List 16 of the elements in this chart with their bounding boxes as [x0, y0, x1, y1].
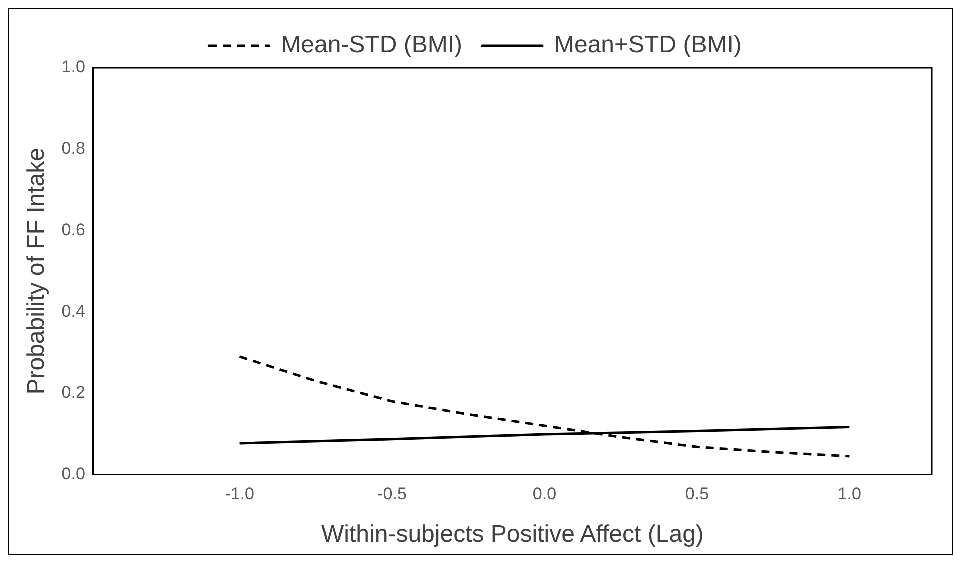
x-tick-label: -0.5 [378, 484, 407, 504]
x-tick-label: 0.0 [532, 484, 557, 504]
y-tick-label: 0.2 [62, 383, 86, 402]
legend-label: Mean-STD (BMI) [281, 32, 462, 59]
line-series [238, 356, 851, 458]
y-tick-label: 0.4 [62, 302, 86, 321]
x-tick-label: -1.0 [225, 484, 254, 504]
y-tick-label: 0.8 [62, 139, 86, 158]
y-tick-label: 0.0 [62, 464, 86, 484]
y-tick-label: 1.0 [62, 58, 86, 77]
legend-label: Mean+STD (BMI) [554, 32, 742, 59]
y-tick-label: 0.6 [62, 220, 86, 240]
y-axis-title: Probability of FF Intake [23, 148, 50, 395]
x-axis-title: Within-subjects Positive Affect (Lag) [322, 521, 704, 548]
x-tick-label: 0.5 [685, 484, 710, 504]
x-tick-label: 1.0 [838, 484, 862, 504]
